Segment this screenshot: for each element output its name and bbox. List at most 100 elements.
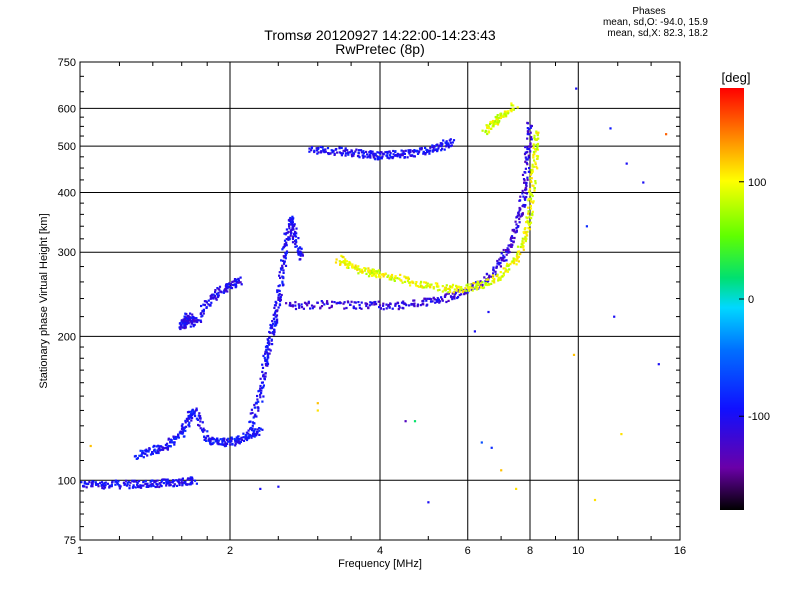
data-point xyxy=(264,352,267,355)
data-point xyxy=(308,147,311,150)
data-point xyxy=(473,330,476,333)
phases-x-line: mean, sd,X: 82.3, 18.2 xyxy=(607,28,708,39)
data-point xyxy=(285,232,288,235)
data-point xyxy=(528,167,531,170)
data-point xyxy=(285,302,288,305)
data-point xyxy=(138,454,141,457)
data-point xyxy=(368,272,372,276)
data-point xyxy=(533,189,536,192)
data-point xyxy=(259,487,262,490)
data-point xyxy=(526,234,529,237)
data-point xyxy=(196,320,199,324)
data-point xyxy=(250,436,253,439)
data-point xyxy=(497,120,500,123)
data-point xyxy=(85,486,88,489)
data-point xyxy=(234,442,237,445)
data-point xyxy=(294,307,298,311)
data-point xyxy=(387,274,390,277)
data-point xyxy=(176,480,180,483)
data-point xyxy=(245,437,248,440)
data-point xyxy=(266,352,269,355)
data-point xyxy=(441,285,444,288)
data-point xyxy=(391,276,394,279)
data-point xyxy=(197,319,200,322)
y-tick-label: 750 xyxy=(58,57,76,69)
data-point xyxy=(254,413,257,416)
data-point xyxy=(391,307,394,310)
data-point xyxy=(355,266,358,269)
data-point xyxy=(271,326,274,330)
data-point xyxy=(534,180,537,183)
data-point xyxy=(174,437,177,440)
data-point xyxy=(273,312,276,315)
data-point xyxy=(505,253,508,256)
data-point xyxy=(260,381,264,384)
data-point xyxy=(135,457,138,460)
data-point xyxy=(239,281,242,284)
data-point xyxy=(225,285,228,288)
data-point xyxy=(353,301,356,304)
data-point xyxy=(205,300,208,303)
data-point xyxy=(481,129,484,132)
data-point xyxy=(455,284,458,287)
data-point xyxy=(575,87,578,90)
data-point xyxy=(365,272,368,275)
data-point xyxy=(436,297,439,300)
data-point xyxy=(258,427,261,430)
data-point xyxy=(184,326,187,329)
data-point xyxy=(134,454,137,458)
data-point xyxy=(229,286,233,289)
data-point xyxy=(513,230,516,233)
data-point xyxy=(198,424,201,427)
data-point xyxy=(264,359,267,362)
data-point xyxy=(327,152,330,155)
data-point xyxy=(528,222,531,225)
data-point xyxy=(140,454,143,458)
data-point xyxy=(363,267,366,270)
data-point xyxy=(447,142,450,145)
data-point xyxy=(242,432,245,435)
data-point xyxy=(367,306,370,309)
data-point xyxy=(427,150,430,153)
data-point xyxy=(349,303,352,306)
data-point xyxy=(268,352,271,355)
data-point xyxy=(394,304,397,307)
data-point xyxy=(144,480,147,483)
data-point xyxy=(257,406,260,409)
data-point xyxy=(80,481,83,484)
data-point xyxy=(384,151,387,154)
data-point xyxy=(163,478,166,481)
data-point xyxy=(511,107,514,110)
data-point xyxy=(231,280,234,283)
data-point xyxy=(373,272,376,275)
data-point xyxy=(380,157,383,160)
data-point xyxy=(388,157,391,160)
data-point xyxy=(219,443,222,446)
data-point xyxy=(114,483,117,486)
data-point xyxy=(123,482,126,486)
x-tick-label: 4 xyxy=(377,545,383,557)
data-point xyxy=(339,263,342,266)
data-point xyxy=(421,286,424,289)
data-point xyxy=(128,487,131,490)
data-point xyxy=(184,312,187,315)
data-point xyxy=(277,294,280,297)
data-point xyxy=(144,452,147,456)
data-point xyxy=(285,241,288,244)
data-point xyxy=(285,250,289,253)
data-point xyxy=(642,181,645,184)
data-point xyxy=(528,215,531,218)
data-point xyxy=(239,276,242,279)
data-point xyxy=(476,286,479,289)
data-point xyxy=(151,451,154,454)
data-point xyxy=(275,310,279,313)
data-point xyxy=(424,153,427,156)
data-point xyxy=(226,287,229,290)
data-point xyxy=(227,437,230,440)
data-point xyxy=(279,295,282,298)
data-point xyxy=(83,481,86,484)
data-point xyxy=(398,305,401,308)
data-point xyxy=(492,269,495,272)
phases-title: Phases xyxy=(632,6,666,17)
data-point xyxy=(510,235,514,238)
